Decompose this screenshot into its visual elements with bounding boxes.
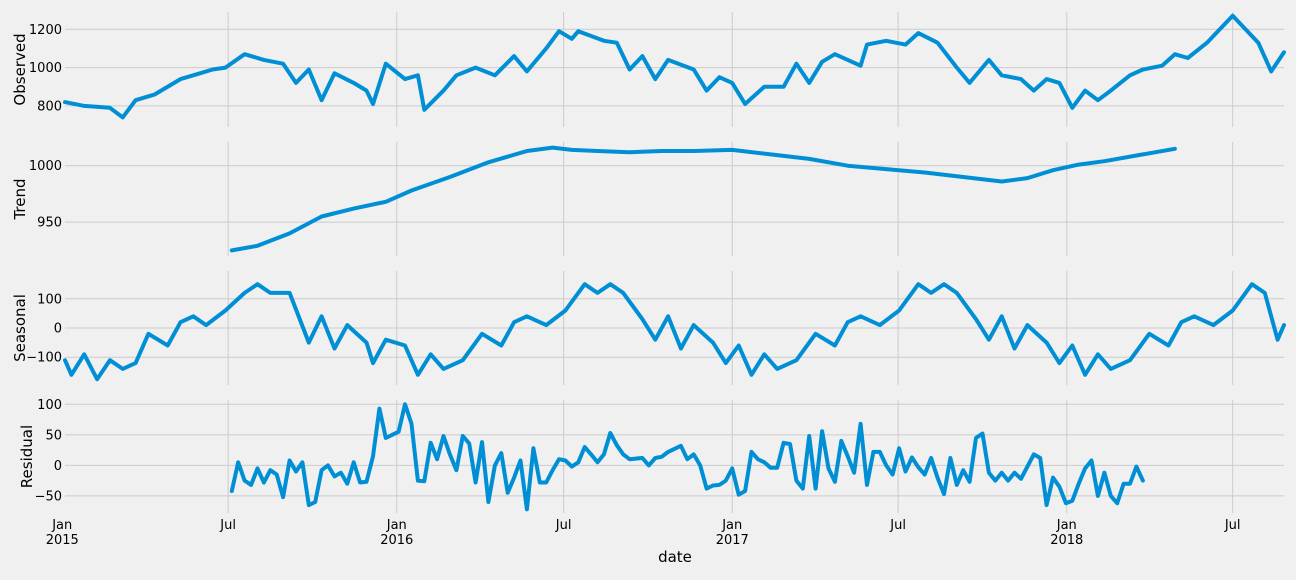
x-tick-label-month: Jan: [1056, 518, 1077, 533]
y-tick-label: 1200: [29, 23, 62, 38]
series-line-observed: [63, 13, 1286, 120]
x-tick-label-month: Jul: [555, 518, 572, 533]
x-tick-label-year: 2017: [716, 533, 749, 548]
x-tick-label-year: 2018: [1050, 533, 1083, 548]
x-tick-label-month: Jul: [219, 518, 236, 533]
x-tick-label-year: 2015: [46, 533, 79, 548]
y-axis-label-seasonal: Seasonal: [11, 294, 29, 362]
y-tick-label: 0: [54, 459, 62, 474]
series-line-residual: [229, 402, 1145, 512]
x-tick-label-month: Jan: [721, 518, 742, 533]
x-axis-label: date: [658, 548, 692, 566]
x-tick-label-month: Jul: [1224, 518, 1241, 533]
y-tick-label: 100: [37, 292, 62, 307]
y-axis-label-observed: Observed: [11, 33, 29, 105]
x-tick-label-month: Jul: [889, 518, 906, 533]
y-tick-label: −50: [35, 489, 62, 504]
y-tick-label: 100: [37, 398, 62, 413]
x-tick-label-month: Jan: [51, 518, 72, 533]
series-line-trend: [229, 145, 1177, 253]
x-tick-label-month: Jan: [386, 518, 407, 533]
y-axis-label-residual: Residual: [18, 425, 36, 488]
y-tick-label: 0: [54, 322, 62, 337]
x-tick-label-year: 2016: [380, 533, 413, 548]
panels-layer: 80010001200Observed9501000Trend1000−100S…: [11, 12, 1286, 513]
y-tick-label: 50: [45, 428, 62, 443]
y-axis-label-trend: Trend: [11, 178, 29, 220]
series-line-seasonal: [63, 282, 1286, 382]
y-tick-label: 1000: [29, 61, 62, 76]
y-tick-label: 800: [37, 99, 62, 114]
y-tick-label: 1000: [29, 159, 62, 174]
y-tick-label: −100: [26, 351, 62, 366]
y-tick-label: 950: [37, 216, 62, 231]
